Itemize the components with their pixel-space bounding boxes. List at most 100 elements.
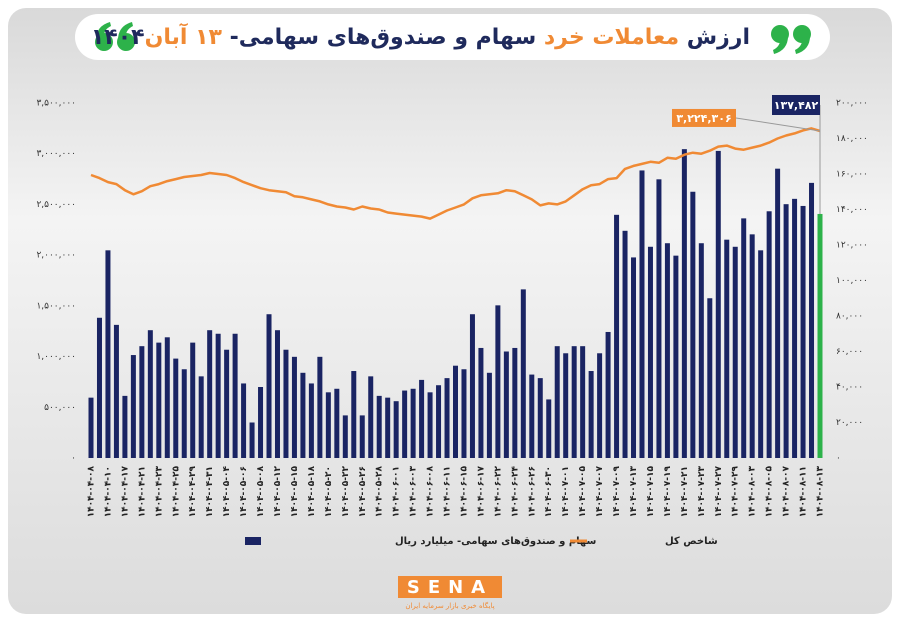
bar: [308, 383, 314, 458]
bar: [139, 346, 145, 458]
bar: [631, 257, 637, 458]
title-part: سهام و صندوق‌های سهامی-: [221, 25, 537, 50]
bar: [563, 353, 569, 458]
x-tick-label: ۱۴۰۴-۰۶-۱۵: [459, 465, 469, 517]
bar: [266, 314, 272, 458]
bar: [283, 349, 289, 458]
bar: [461, 369, 467, 458]
x-tick-label: ۱۴۰۴-۰۶-۰۱: [392, 466, 402, 517]
bar: [436, 385, 442, 458]
bar: [495, 305, 501, 458]
bar: [732, 246, 738, 458]
bar: [503, 351, 509, 458]
bar: [173, 358, 179, 458]
x-tick-label: ۱۴۰۴-۰۸-۰۵: [765, 465, 775, 517]
bar: [113, 324, 119, 458]
title-pill: [75, 14, 830, 60]
legend-swatch: [245, 537, 261, 545]
bar: [529, 374, 535, 458]
y-tick-label: ۳,۵۰۰,۰۰۰: [36, 99, 76, 109]
bar: [232, 333, 238, 458]
bar: [520, 289, 526, 458]
x-tick-label: ۱۴۰۴-۰۴-۳۱: [205, 466, 215, 517]
bar: [334, 388, 340, 458]
bar: [800, 205, 806, 458]
bar: [215, 333, 221, 458]
x-tick-label: ۱۴۰۴-۰۴-۲۵: [171, 465, 181, 517]
bar: [342, 415, 348, 458]
x-tick-label: ۱۴۰۴-۰۷-۲۷: [714, 465, 724, 517]
bar: [300, 372, 306, 458]
x-tick-label: ۱۴۰۴-۰۵-۰۸: [256, 465, 266, 517]
x-tick-label: ۱۴۰۴-۰۴-۲۹: [188, 465, 198, 517]
logo: SENA پایگاه خبری بازار سرمایه ایران: [398, 576, 502, 610]
logo-text: SENA: [407, 577, 493, 598]
bar: [741, 218, 747, 458]
bar: [715, 150, 721, 459]
x-tick-label: ۱۴۰۴-۰۷-۲۱: [680, 466, 690, 517]
y2-tick-label: ۲۰,۰۰۰: [836, 418, 863, 428]
y-tick-label: ۲,۵۰۰,۰۰۰: [36, 200, 76, 210]
bar: [809, 182, 815, 458]
bar: [207, 330, 213, 458]
bar: [673, 255, 679, 458]
bar: [198, 376, 204, 458]
bar: [597, 353, 603, 458]
x-tick-label: ۱۴۰۴-۰۷-۰۹: [612, 465, 622, 517]
x-tick-label: ۱۴۰۴-۰۴-۲۳: [154, 465, 164, 517]
y2-tick-label: ۴۰,۰۰۰: [836, 383, 863, 393]
bar: [605, 331, 611, 458]
bar: [156, 342, 162, 458]
logo-box: [398, 576, 502, 598]
bar: [410, 388, 416, 458]
x-tick-label: ۱۴۰۴-۰۵-۰۶: [239, 466, 249, 517]
x-tick-label: ۱۴۰۴-۰۶-۱۱: [443, 466, 453, 517]
y2-tick-label: ۱۶۰,۰۰۰: [836, 170, 868, 180]
x-tick-label: ۱۴۰۴-۰۴-۱۷: [120, 465, 130, 517]
y-tick-label: ۰: [71, 454, 76, 464]
legend-label: شاخص کل: [665, 536, 718, 547]
x-tick-label: ۱۴۰۴-۰۵-۰۴: [222, 465, 232, 517]
x-tick-label: ۱۴۰۴-۰۶-۲۶: [527, 466, 537, 517]
bar: [241, 383, 247, 458]
y2-tick-label: ۶۰,۰۰۰: [836, 347, 863, 357]
bar: [690, 191, 696, 458]
x-tick-label: ۱۴۰۴-۰۵-۲۶: [358, 466, 368, 517]
bar: [614, 214, 620, 458]
y-tick-label: ۵۰۰,۰۰۰: [44, 403, 76, 413]
bar: [317, 356, 323, 458]
bar: [249, 422, 255, 458]
bar: [749, 234, 755, 458]
bar: [758, 250, 764, 458]
bar: [681, 149, 687, 458]
x-tick-label: ۱۴۰۴-۰۷-۰۷: [595, 465, 605, 517]
x-tick-label: ۱۴۰۴-۰۴-۰۸: [87, 465, 97, 517]
x-tick-label: ۱۴۰۴-۰۶-۰۳: [409, 465, 419, 517]
y-tick-label: ۲,۰۰۰,۰۰۰: [36, 251, 76, 261]
bar: [368, 376, 374, 458]
x-tick-label: ۱۴۰۴-۰۶-۳۰: [544, 466, 554, 517]
x-tick-label: ۱۴۰۴-۰۶-۲۲: [493, 465, 503, 517]
bar: [817, 213, 823, 458]
x-tick-label: ۱۴۰۴-۰۷-۲۹: [731, 465, 741, 517]
bar: [664, 243, 670, 458]
bar: [359, 415, 365, 458]
y2-tick-label: ۱۸۰,۰۰۰: [836, 134, 868, 144]
y-tick-label: ۱,۰۰۰,۰۰۰: [36, 352, 76, 362]
bar: [105, 250, 111, 458]
y-tick-label: ۱,۵۰۰,۰۰۰: [36, 301, 76, 311]
bar: [775, 168, 781, 459]
x-tick-label: ۱۴۰۴-۰۵-۲۸: [375, 465, 385, 517]
bar: [181, 369, 187, 458]
title-part: ارزش: [679, 25, 750, 50]
x-tick-label: ۱۴۰۴-۰۵-۲۰: [324, 466, 334, 517]
bar: [588, 371, 594, 458]
bar: [639, 170, 645, 458]
y-tick-label: ۳,۰۰۰,۰۰۰: [36, 149, 76, 159]
bar: [537, 378, 543, 458]
bar: [385, 397, 391, 458]
x-tick-label: ۱۴۰۴-۰۶-۲۴: [510, 465, 520, 517]
x-tick-label: ۱۴۰۴-۰۶-۱۷: [476, 465, 486, 517]
value-label: ۱۳۷,۴۸۲: [774, 99, 819, 112]
